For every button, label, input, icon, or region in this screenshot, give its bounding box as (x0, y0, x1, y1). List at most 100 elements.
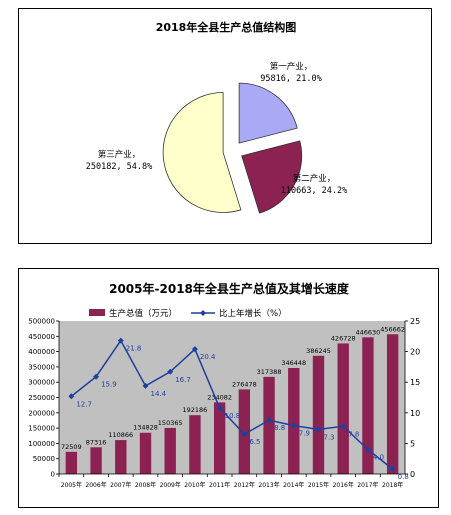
growth-line (70, 339, 394, 470)
y-tick-label: 450000 (28, 333, 55, 341)
y2-tick-label: 20 (410, 348, 420, 357)
growth-label: 21.8 (126, 345, 142, 353)
x-tick-label: 2008年 (135, 481, 156, 489)
bar (337, 343, 349, 474)
growth-point (340, 423, 347, 430)
y2-tick-label: 25 (410, 317, 420, 326)
y-tick-label: 200000 (28, 409, 55, 417)
pie-chart: 2018年全县生产总值结构图 第一产业， 95816, 21.0% 第二产业， 110… (86, 20, 348, 214)
growth-point (315, 426, 322, 433)
pie-slice-value: 95816, 21.0% (260, 74, 321, 84)
growth-point (117, 337, 124, 344)
growth-label: 7.3 (324, 433, 335, 441)
pie-slice (238, 82, 298, 144)
y-tick-label: 0 (51, 471, 55, 479)
growth-point (241, 431, 248, 438)
bar-value-label: 426728 (331, 334, 356, 342)
bar (139, 432, 152, 474)
bar (164, 427, 176, 474)
x-tick-label: 2007年 (110, 481, 131, 489)
bar (288, 367, 300, 474)
growth-point (216, 404, 223, 411)
growth-point (142, 382, 149, 389)
bar (362, 337, 374, 474)
chart-legend: 生产总值（万元） 比上年增长（%） (89, 308, 287, 319)
bar-value-label: 150365 (158, 419, 183, 427)
bar-line-chart-panel: 2005年-2018年全县生产总值及其增长速度 生产总值（万元） 比上年增长（%… (18, 268, 439, 508)
legend-bar-label: 生产总值（万元） (109, 308, 177, 319)
growth-label: 10.8 (225, 412, 241, 420)
y2-tick-label: 15 (410, 378, 420, 387)
growth-label: 0.8 (398, 473, 409, 481)
bar-value-label: 87316 (86, 438, 107, 446)
bar (263, 376, 275, 474)
pie-slice (241, 140, 303, 214)
growth-label: 16.7 (175, 376, 191, 384)
bar (189, 415, 201, 474)
y-tick-label: 150000 (28, 425, 55, 433)
legend-line-label: 比上年增长（%） (219, 308, 287, 319)
x-tick-label: 2015年 (308, 481, 329, 489)
y-tick-label: 100000 (28, 440, 55, 448)
growth-label: 15.9 (101, 381, 117, 389)
pie-slice-label: 第三产业， (98, 149, 141, 160)
x-tick-label: 2006年 (85, 481, 106, 489)
x-tick-label: 2013年 (258, 481, 279, 489)
growth-label: 14.4 (151, 390, 167, 398)
bar-value-label: 317388 (257, 368, 282, 376)
growth-label: 6.5 (249, 438, 260, 446)
bar (65, 451, 78, 474)
growth-point (68, 393, 75, 400)
x-tick-label: 2017年 (357, 481, 378, 489)
y-tick-label: 350000 (28, 363, 55, 371)
y-tick-label: 250000 (28, 394, 55, 402)
growth-label: 20.4 (200, 353, 216, 361)
bar-value-label: 346448 (281, 359, 306, 367)
bar-value-label: 192186 (183, 406, 208, 414)
growth-point (266, 417, 273, 424)
bar (115, 440, 127, 474)
bar-line-chart: 2005年-2018年全县生产总值及其增长速度 生产总值（万元） 比上年增长（%… (28, 281, 420, 489)
growth-label: 7.8 (348, 430, 359, 438)
x-tick-label: 2012年 (234, 481, 255, 489)
bar-value-label: 72509 (61, 443, 82, 451)
growth-label: 12.7 (76, 400, 92, 408)
y-tick-label: 400000 (28, 348, 55, 356)
pie-chart-panel: 2018年全县生产总值结构图 第一产业， 95816, 21.0% 第二产业， 110… (18, 8, 432, 244)
x-tick-label: 2009年 (160, 481, 181, 489)
bar-value-label: 134828 (133, 424, 158, 432)
pie-slice-value: 110663, 24.2% (281, 186, 348, 196)
growth-label: 4.0 (373, 454, 384, 462)
y2-tick-label: 0 (410, 470, 415, 479)
bar-value-label: 446630 (356, 328, 381, 336)
legend-bar-swatch (89, 309, 105, 316)
legend-line-marker (200, 310, 206, 316)
growth-label: 8.8 (274, 424, 285, 432)
bar-value-label: 386245 (306, 347, 331, 355)
bar (213, 402, 226, 474)
bar (90, 447, 102, 474)
bar-value-label: 234082 (207, 393, 232, 401)
y-tick-label: 50000 (33, 455, 55, 463)
x-tick-label: 2014年 (283, 481, 304, 489)
y2-tick-label: 10 (410, 409, 420, 418)
growth-point (167, 368, 174, 375)
growth-point (364, 446, 371, 453)
x-tick-label: 2011年 (209, 481, 230, 489)
pie-slice-value: 250182, 54.8% (86, 162, 153, 172)
bar-chart-title: 2005年-2018年全县生产总值及其增长速度 (109, 281, 350, 296)
x-tick-label: 2010年 (184, 481, 205, 489)
y-tick-label: 300000 (28, 379, 55, 387)
x-tick-label: 2018年 (382, 481, 403, 489)
growth-point (191, 346, 198, 353)
y2-tick-label: 5 (410, 439, 415, 448)
bar-value-label: 110866 (108, 431, 133, 439)
pie-chart-title: 2018年全县生产总值结构图 (156, 20, 297, 34)
bar (312, 355, 325, 474)
pie-slice-label: 第一产业， (270, 61, 313, 72)
bar-value-label: 456662 (380, 325, 405, 333)
x-tick-label: 2016年 (333, 481, 354, 489)
y-tick-label: 500000 (28, 318, 55, 326)
pie-slice (162, 92, 242, 213)
growth-point (389, 466, 396, 473)
